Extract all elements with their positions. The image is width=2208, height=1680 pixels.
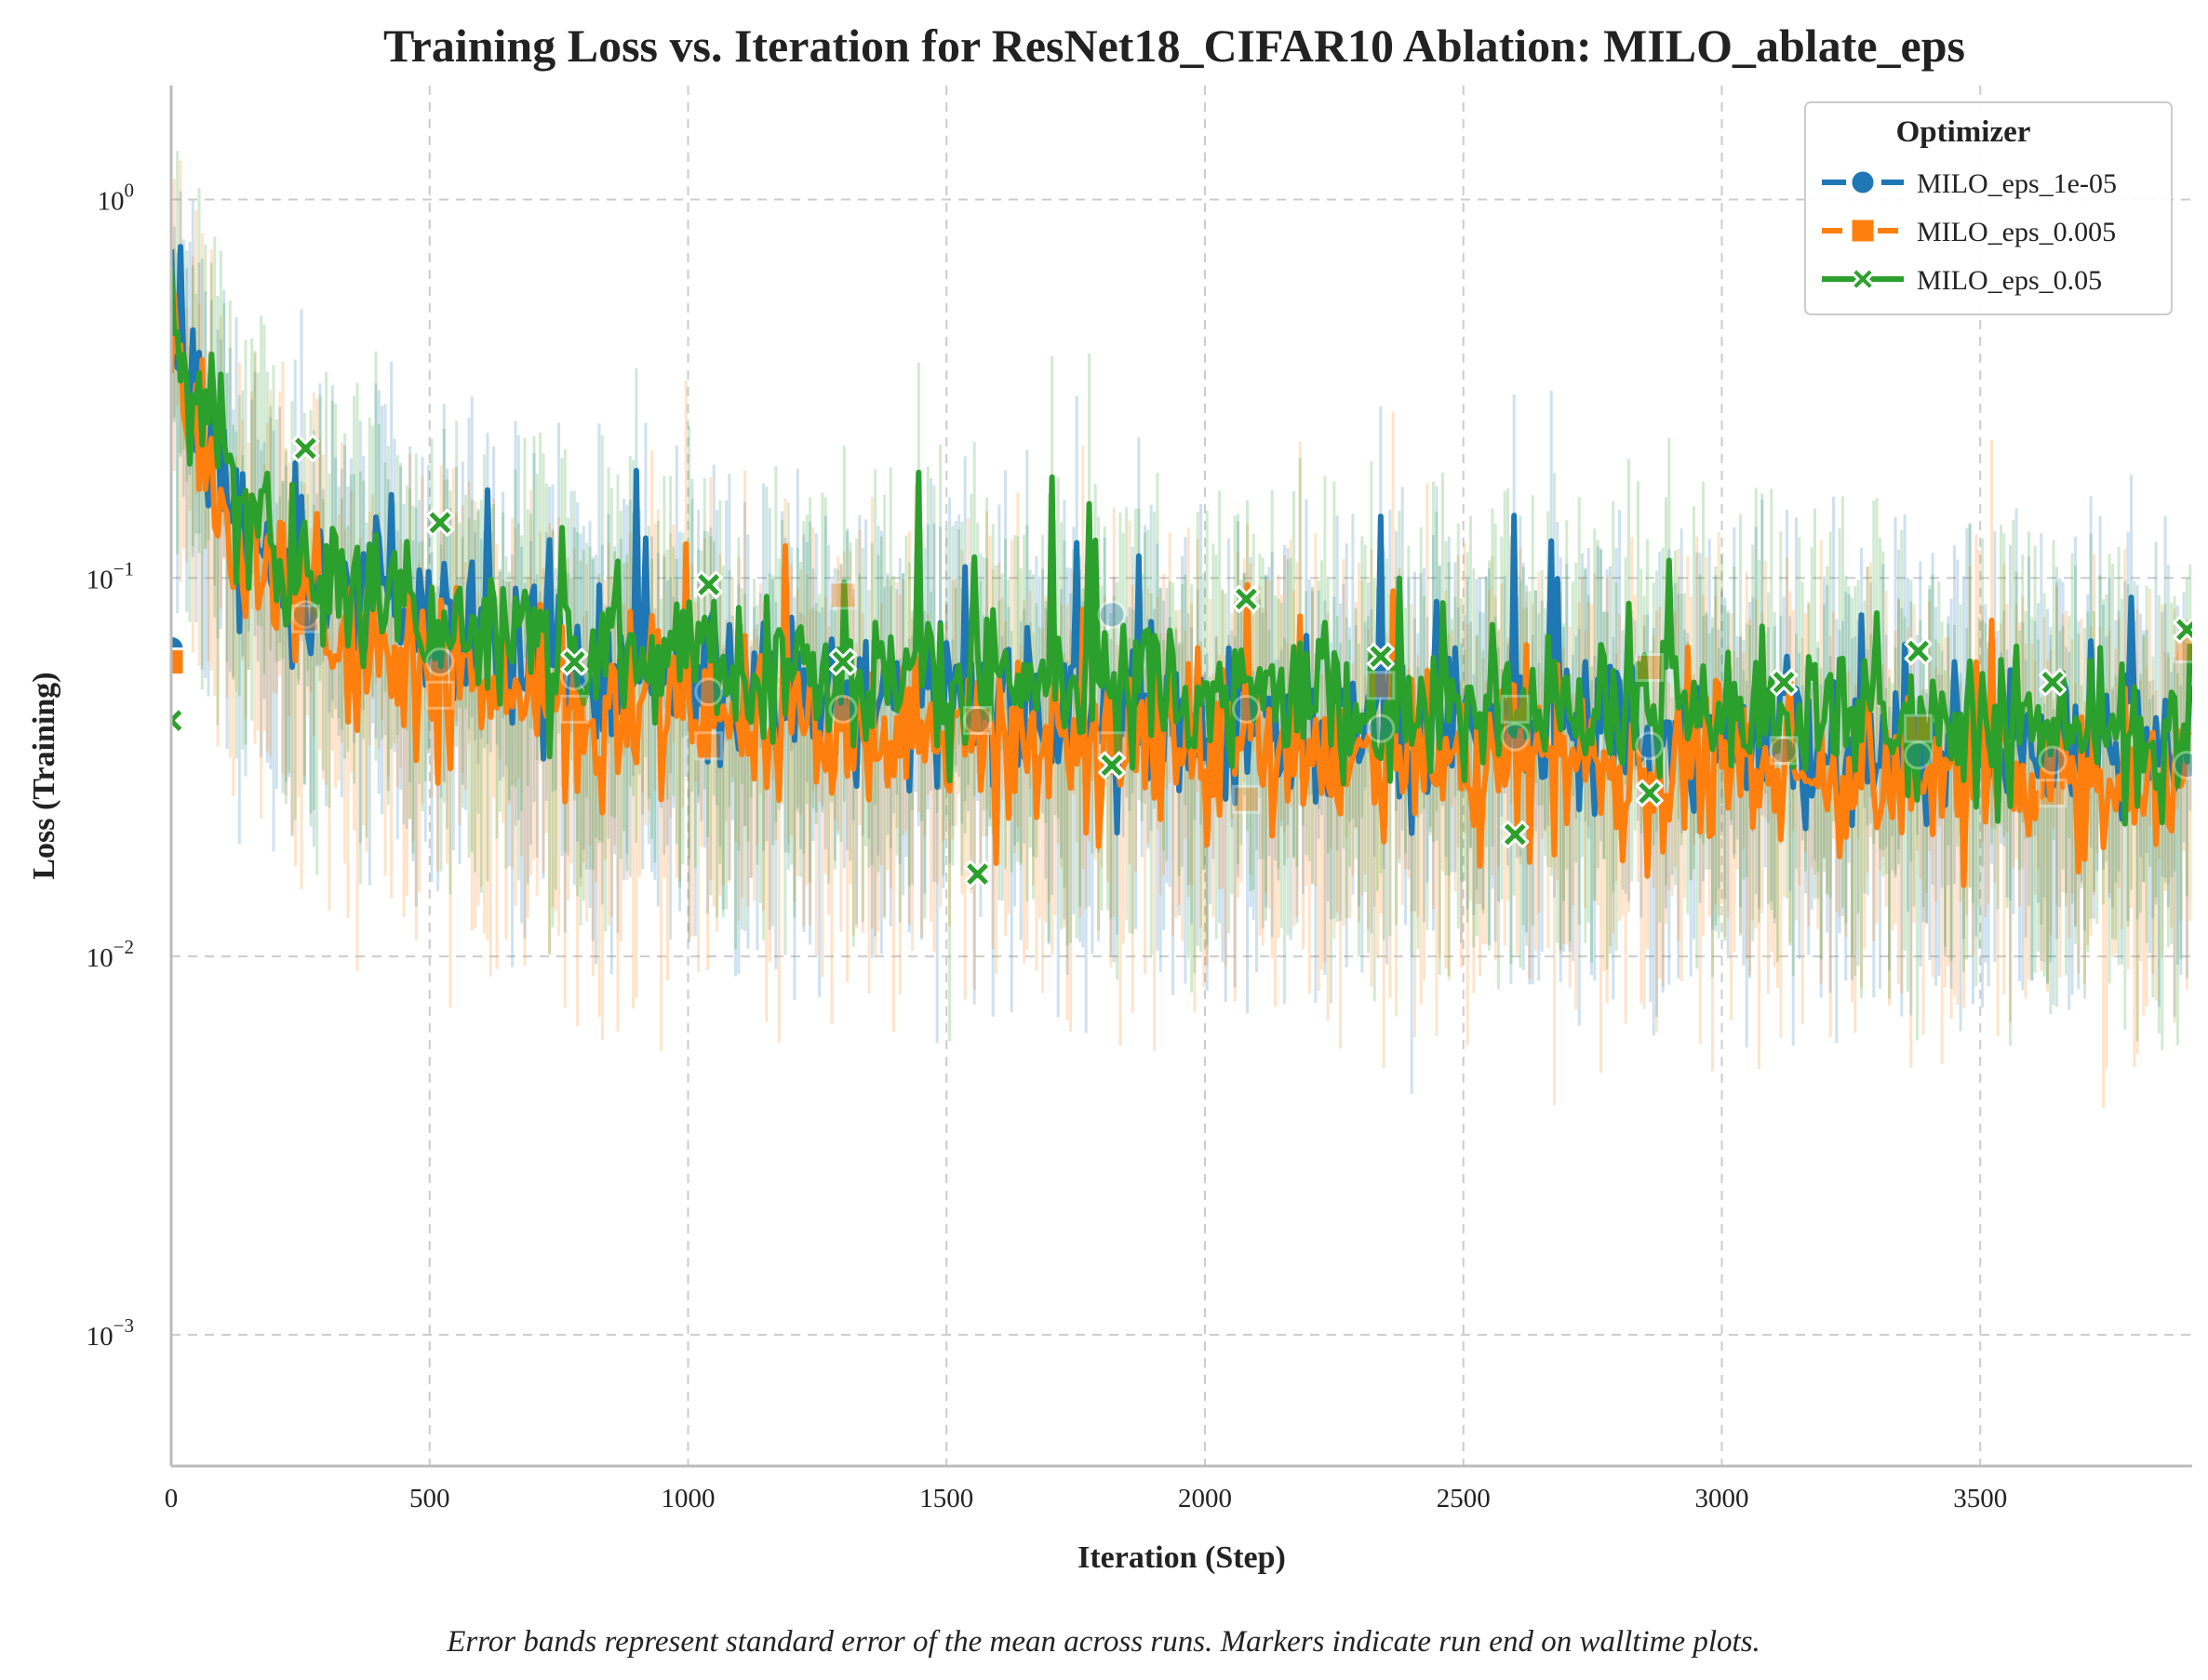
marker-x-10 xyxy=(1501,820,1530,848)
marker-circle-2 xyxy=(425,647,455,677)
marker-square-14 xyxy=(2038,779,2067,808)
marker-circle-15 xyxy=(2172,751,2192,780)
marker-circle-8 xyxy=(1231,694,1261,724)
marker-x-0 xyxy=(171,706,185,735)
legend-label: MILO_eps_0.005 xyxy=(1917,217,2116,247)
marker-circle-1 xyxy=(290,600,320,630)
legend-item: MILO_eps_0.005 xyxy=(1822,217,2116,247)
marker-square-8 xyxy=(1231,784,1261,814)
marker-circle-4 xyxy=(694,677,724,707)
x-tick-label: 3500 xyxy=(1953,1484,2007,1513)
series-line-1 xyxy=(171,292,2192,888)
marker-square-11 xyxy=(1635,653,1665,683)
marker-x-2 xyxy=(425,508,454,537)
marker-circle-13 xyxy=(1904,740,1934,770)
marker-x-4 xyxy=(694,570,723,599)
marker-square-4 xyxy=(694,731,724,761)
marker-square-6 xyxy=(963,706,993,736)
marker-x-5 xyxy=(829,647,858,676)
x-tick-label: 2000 xyxy=(1178,1484,1232,1513)
x-tick-label: 0 xyxy=(165,1484,179,1513)
marker-circle-12 xyxy=(1769,736,1799,766)
legend-marker-square-icon xyxy=(1849,217,1877,245)
marker-circle-5 xyxy=(828,694,858,724)
marker-square-12 xyxy=(1769,736,1799,766)
y-tick-label: 100 xyxy=(98,179,135,216)
marker-square-2 xyxy=(425,680,455,710)
legend-item: MILO_eps_1e-05 xyxy=(1822,168,2117,199)
marker-x-12 xyxy=(1770,668,1799,697)
marker-circle-7 xyxy=(1097,600,1127,630)
marker-square-10 xyxy=(1500,694,1530,724)
marker-circle-14 xyxy=(2038,745,2067,775)
marker-circle-10 xyxy=(1500,722,1530,752)
legend-label: MILO_eps_0.05 xyxy=(1917,265,2102,296)
marker-x-9 xyxy=(1366,642,1395,671)
marker-x-11 xyxy=(1635,779,1664,807)
marker-square-5 xyxy=(828,580,858,610)
y-tick-label: 10−1 xyxy=(87,557,134,594)
chart-caption: Error bands represent standard error of … xyxy=(446,1625,1760,1659)
marker-square-13 xyxy=(1904,713,1934,743)
x-tick-label: 1000 xyxy=(661,1484,715,1513)
plot-data xyxy=(171,94,2192,1108)
marker-x-6 xyxy=(963,860,992,888)
marker-circle-9 xyxy=(1366,713,1396,743)
marker-circle-6 xyxy=(963,706,993,736)
legend-label: MILO_eps_1e-05 xyxy=(1917,168,2117,199)
marker-x-14 xyxy=(2039,668,2067,697)
chart-title: Training Loss vs. Iteration for ResNet18… xyxy=(383,20,1965,72)
marker-square-9 xyxy=(1366,671,1396,700)
x-tick-label: 2500 xyxy=(1437,1484,1491,1513)
y-tick-label: 10−3 xyxy=(87,1314,134,1352)
y-tick-label: 10−2 xyxy=(87,936,134,973)
marker-x-15 xyxy=(2173,615,2192,644)
x-tick-label: 500 xyxy=(409,1484,450,1513)
x-tick-labels: 0 500 1000 1500 2000 2500 3000 3500 xyxy=(165,1484,2007,1513)
marker-square-1 xyxy=(290,604,320,633)
legend-box xyxy=(1804,101,2173,315)
series-line-2 xyxy=(171,266,2192,827)
run-markers xyxy=(171,434,2192,888)
marker-x-3 xyxy=(560,647,589,676)
marker-circle-11 xyxy=(1635,731,1665,761)
marker-square-3 xyxy=(559,694,589,724)
marker-x-7 xyxy=(1098,751,1126,780)
y-axis-label: Loss (Training) xyxy=(27,672,61,879)
x-axis-label: Iteration (Step) xyxy=(1077,1540,1286,1575)
legend-marker-circle-icon xyxy=(1849,168,1877,196)
y-tick-labels: 100 10−1 10−2 10−3 xyxy=(87,179,134,1351)
legend-marker-x-icon xyxy=(1850,266,1876,292)
x-tick-label: 3000 xyxy=(1694,1484,1748,1513)
legend: Optimizer MILO_eps_1e-05 MILO_eps_0.005 MI… xyxy=(1804,101,2173,315)
legend-title: Optimizer xyxy=(1896,115,2031,149)
marker-square-0 xyxy=(171,647,186,677)
marker-x-8 xyxy=(1232,584,1261,613)
marker-x-1 xyxy=(291,434,320,462)
axes xyxy=(169,86,2192,1468)
legend-item: MILO_eps_0.05 xyxy=(1822,265,2102,296)
x-tick-label: 1500 xyxy=(919,1484,973,1513)
marker-x-13 xyxy=(1904,637,1933,666)
